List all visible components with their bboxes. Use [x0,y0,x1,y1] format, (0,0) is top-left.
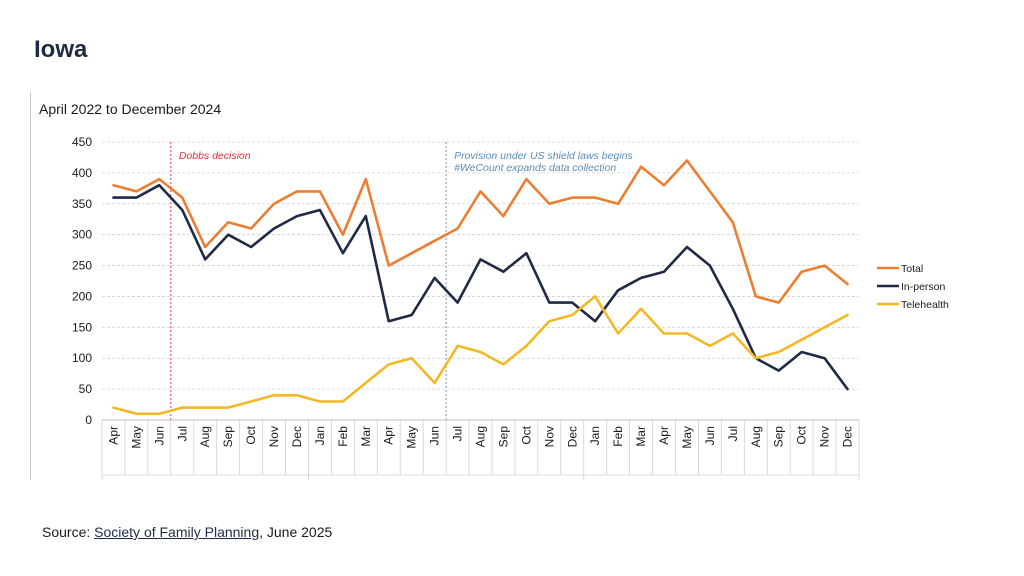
y-tick-label: 250 [72,259,92,273]
x-tick-label: Aug [198,426,212,447]
annotation-layer: Dobbs decision Provision under US shield … [170,142,633,420]
source-prefix: Source: [42,524,95,540]
x-tick-label: Oct [519,425,533,444]
series-line-total [112,159,849,304]
x-tick-label: Oct [244,425,258,444]
x-tick-label: Mar [634,426,648,447]
x-tick-label: May [405,426,419,449]
source-note: Source: Society of Family Planning, June… [42,524,332,540]
x-tick-label: Nov [267,426,281,447]
x-tick-label: Sep [221,426,235,448]
y-tick-label: 400 [72,166,92,180]
x-tick-label: Nov [542,426,556,447]
x-tick-label: Dec [290,426,304,447]
y-tick-label: 350 [72,197,92,211]
x-tick-label: Jun [152,426,166,445]
x-tick-label: Feb [336,426,350,447]
line-chart: April 2022 to December 2024 Dobbs decisi… [39,101,949,480]
series-line-telehealth [112,295,849,416]
x-tick-label: Dec [565,426,579,447]
legend-label: Total [901,263,923,275]
y-tick-label: 450 [72,135,92,149]
x-tick-label: Jul [726,426,740,441]
x-tick-label: Jun [703,426,717,445]
x-tick-label: Aug [749,426,763,447]
series-line-in-person [112,183,849,391]
x-tick-label: Aug [474,426,488,447]
x-tick-label: Jul [451,426,465,441]
annotation-label: Provision under US shield laws begins [454,150,633,162]
x-tick-label: May [680,426,694,449]
x-tick-label: Apr [382,426,396,445]
x-tick-label: Sep [772,426,786,448]
y-tick-label: 0 [85,413,92,427]
x-tick-label: May [129,426,143,449]
legend-label: In-person [901,281,946,293]
x-tick-label: Feb [611,426,625,447]
chart-title: April 2022 to December 2024 [39,101,221,117]
annotation-label: #WeCount expands data collection [454,162,616,174]
legend: Total In-person Telehealth [877,263,949,311]
x-tick-label: Apr [657,426,671,445]
x-tick-label: Mar [359,426,373,447]
legend-label: Telehealth [901,299,949,311]
page-title: Iowa [34,36,88,63]
chart-frame: April 2022 to December 2024 Dobbs decisi… [30,92,991,480]
y-tick-label: 100 [72,351,92,365]
x-tick-label: Jan [313,426,327,445]
x-tick-label: Dec [841,426,855,447]
x-tick-label: Jul [175,426,189,441]
y-tick-label: 150 [72,320,92,334]
x-tick-label: Oct [795,425,809,444]
source-link[interactable]: Society of Family Planning [94,524,260,540]
series-layer [112,159,849,416]
axis-layer: 0 50 100 150 200 250 300 350 400 450 Apr May Jun Jul A… [72,135,860,480]
y-tick-label: 300 [72,228,92,242]
y-tick-label: 200 [72,289,92,303]
grid-layer [102,141,859,390]
x-tick-label: Jun [428,426,442,445]
x-tick-label: Sep [496,426,510,448]
x-tick-label: Jan [588,426,602,445]
x-tick-label: Apr [106,426,120,445]
x-tick-label: Nov [818,426,832,447]
annotation-label: Dobbs decision [179,150,251,162]
source-suffix: , June 2025 [259,524,333,540]
y-tick-label: 50 [79,382,93,396]
